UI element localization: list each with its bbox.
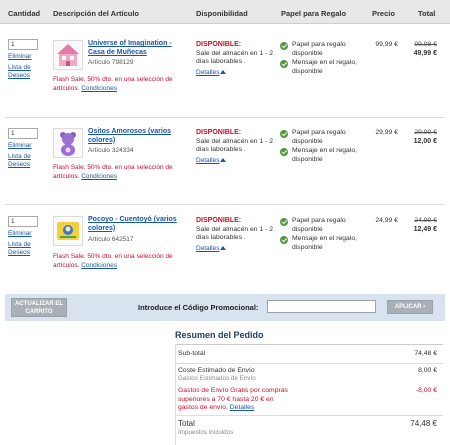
article-number: Artículo 798129 (88, 59, 134, 66)
free-shipping-text: Gastos de Envío Gratis por compras super… (178, 387, 288, 411)
apply-promo-button[interactable]: APLICAR › (387, 300, 433, 314)
flash-sale-text: Flash Sale. 50% dto. en una selección de… (53, 164, 173, 180)
gift-message-available: Mensaje en el regalo, disponible (292, 235, 357, 251)
summary-divider (175, 415, 443, 416)
cart-table-header: Cantidad Descripción del Artículo Dispon… (0, 0, 450, 24)
quantity-input[interactable] (8, 216, 38, 227)
free-shipping-value: -8,00 € (415, 387, 437, 394)
conditions-link[interactable]: Condiciones (81, 261, 117, 269)
product-name-link[interactable]: Pocoyo - Cuentoyó (varios colores) (88, 216, 177, 232)
triangle-up-icon (220, 70, 227, 75)
gift-wrap-available: Papel para regalo disponible (292, 41, 346, 57)
taxes-label: Impuestos incluidos (178, 429, 234, 436)
availability-text: Sale del almacén en 1 - 2 días laborable… (196, 225, 274, 242)
article-number: Artículo 324334 (88, 147, 134, 154)
gift-wrap-available: Papel para regalo disponible (292, 129, 346, 145)
check-icon (280, 42, 288, 50)
header-price: Precio (372, 9, 395, 18)
promo-code-label: Introduce el Código Promocional: (138, 303, 259, 312)
availability-status: DISPONIBLE: (196, 217, 242, 224)
promo-code-input[interactable] (267, 300, 376, 313)
remove-link[interactable]: Eliminar (8, 142, 32, 149)
total-value: 74,48 € (410, 419, 437, 428)
gift-wrap-available: Papel para regalo disponible (292, 217, 346, 233)
availability-info: DISPONIBLE: Sale del almacén en 1 - 2 dí… (196, 41, 276, 67)
discounted-total: 12,49 € (413, 226, 437, 233)
subtotal-row: Sub-total 74,48 € (175, 350, 443, 362)
header-total: Total (418, 9, 436, 18)
total-label: Total (178, 419, 195, 428)
wishlist-link[interactable]: Lista de Deseos (8, 241, 31, 256)
flash-sale-text: Flash Sale. 50% dto. en una selección de… (53, 76, 173, 92)
shipping-row: Coste Estimado de Envío Gastos Estimados… (175, 367, 443, 385)
row-divider (5, 204, 445, 205)
details-link[interactable]: Detalles (196, 69, 227, 76)
subtotal-label: Sub-total (178, 350, 206, 357)
quantity-input[interactable] (8, 128, 38, 139)
check-icon (280, 148, 288, 156)
availability-text: Sale del almacén en 1 - 2 días laborable… (196, 49, 274, 66)
article-number: Artículo 642517 (88, 236, 134, 243)
order-summary-title: Resumen del Pedido (175, 330, 264, 340)
unit-price: 99,99 € (375, 41, 398, 48)
shipping-label: Coste Estimado de Envío (178, 367, 255, 374)
unit-price: 24,99 € (375, 217, 398, 224)
check-icon (280, 236, 288, 244)
summary-border-left (175, 345, 176, 445)
flash-sale-text: Flash Sale. 50% dto. en una selección de… (53, 253, 173, 269)
quantity-input[interactable] (8, 39, 38, 50)
conditions-link[interactable]: Condiciones (81, 172, 117, 180)
details-link[interactable]: Detalles (196, 245, 227, 252)
availability-status: DISPONIBLE: (196, 41, 242, 48)
product-name-link[interactable]: Universe of Imagination - Casa de Muñeca… (88, 40, 172, 56)
original-total: 24,99 € (414, 217, 437, 224)
availability-status: DISPONIBLE: (196, 129, 242, 136)
details-link[interactable]: Detalles (196, 157, 227, 164)
remove-link[interactable]: Eliminar (8, 230, 32, 237)
availability-info: DISPONIBLE: Sale del almacén en 1 - 2 dí… (196, 129, 276, 155)
conditions-link[interactable]: Condiciones (81, 84, 117, 92)
original-total: 99,98 € (414, 41, 437, 48)
flash-sale-notice: Flash Sale. 50% dto. en una selección de… (53, 253, 193, 270)
product-name-link[interactable]: Ositos Amorosos (varios colores) (88, 128, 171, 144)
gift-message-available: Mensaje en el regalo, disponible (292, 147, 357, 163)
summary-divider (175, 344, 443, 345)
summary-divider (175, 363, 443, 364)
header-availability: Disponibilidad (196, 9, 248, 18)
original-total: 29,99 € (414, 129, 437, 136)
header-gift-wrap: Papel para Regalo (281, 9, 347, 18)
triangle-up-icon (220, 246, 227, 251)
shipping-value: 8,00 € (418, 367, 437, 374)
unit-price: 29,99 € (375, 129, 398, 136)
check-icon (280, 218, 288, 226)
product-thumbnail-dollhouse[interactable] (53, 40, 83, 70)
availability-info: DISPONIBLE: Sale del almacén en 1 - 2 dí… (196, 217, 276, 243)
flash-sale-notice: Flash Sale. 50% dto. en una selección de… (53, 164, 193, 181)
triangle-up-icon (220, 158, 227, 163)
product-thumbnail-care-bear[interactable] (53, 128, 83, 158)
free-shipping-row: Gastos de Envío Gratis por compras super… (175, 387, 443, 413)
wishlist-link[interactable]: Lista de Deseos (8, 153, 31, 168)
gift-message-available: Mensaje en el regalo, disponible (292, 59, 357, 75)
discounted-total: 49,99 € (413, 50, 437, 57)
product-thumbnail-pocoyo[interactable] (53, 216, 83, 246)
availability-text: Sale del almacén en 1 - 2 días laborable… (196, 137, 274, 154)
header-qty: Cantidad (8, 9, 41, 18)
wishlist-link[interactable]: Lista de Deseos (8, 64, 31, 79)
flash-sale-notice: Flash Sale. 50% dto. en una selección de… (53, 76, 193, 93)
subtotal-value: 74,48 € (414, 350, 437, 357)
remove-link[interactable]: Eliminar (8, 53, 32, 60)
discounted-total: 12,00 € (413, 138, 437, 145)
check-icon (280, 60, 288, 68)
header-description: Descripción del Artículo (53, 9, 139, 18)
shipping-sublabel: Gastos Estimados de Envío (178, 375, 256, 382)
row-divider (5, 117, 445, 118)
total-row: Total Impuestos incluidos 74,48 € (175, 419, 443, 439)
promo-code-bar: ACTUALIZAR EL CARRITO Introduce el Códig… (5, 294, 445, 321)
update-cart-button[interactable]: ACTUALIZAR EL CARRITO (11, 298, 67, 317)
free-shipping-details-link[interactable]: Detalles (229, 404, 255, 411)
check-icon (280, 130, 288, 138)
free-shipping-text-block: Gastos de Envío Gratis por compras super… (178, 387, 290, 413)
